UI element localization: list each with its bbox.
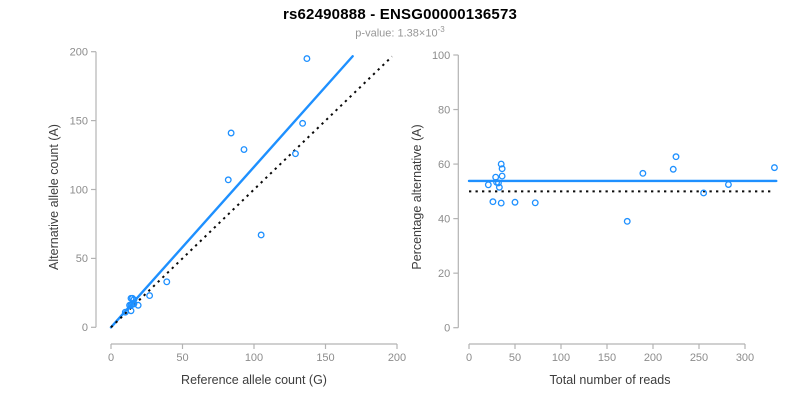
x-tick-label: 250	[690, 352, 708, 364]
data-point	[495, 183, 503, 191]
x-tick-label: 200	[644, 352, 662, 364]
x-tick-label: 0	[466, 352, 472, 364]
data-point	[672, 153, 680, 161]
data-point	[700, 189, 708, 197]
left-plot-y-axis-title: Alternative allele count (A)	[47, 124, 61, 270]
allele-counts-plot: 0 50 100 150 200 0 50 100 150 200	[70, 47, 407, 365]
data-point	[494, 179, 502, 187]
data-point	[303, 55, 311, 63]
y-tick-label: 200	[70, 47, 88, 59]
data-point	[128, 294, 136, 302]
data-point	[484, 181, 492, 189]
data-point	[224, 176, 232, 184]
x-tick-label: 100	[245, 352, 263, 364]
y-tick-label: 60	[438, 159, 450, 171]
data-point	[531, 199, 539, 207]
fit-line	[109, 55, 354, 329]
data-point	[489, 198, 497, 206]
data-point	[146, 292, 154, 300]
x-tick-label: 150	[598, 352, 616, 364]
right-plot-y-axis-title: Percentage alternative (A)	[410, 124, 424, 270]
y-tick-label: 100	[70, 184, 88, 196]
data-point	[498, 165, 506, 173]
y-tick-label: 0	[82, 322, 88, 334]
y-tick-label: 0	[444, 323, 450, 335]
data-point	[639, 169, 647, 177]
x-tick-label: 150	[316, 352, 334, 364]
data-point	[163, 278, 171, 286]
left-plot-x-axis-title: Reference allele count (G)	[181, 373, 327, 387]
data-point	[497, 160, 505, 168]
y-tick-label: 150	[70, 115, 88, 127]
data-point	[497, 199, 505, 207]
x-tick-label: 50	[509, 352, 521, 364]
data-point	[669, 165, 677, 173]
y-tick-label: 80	[438, 104, 450, 116]
data-point	[227, 129, 235, 137]
right-plot-x-axis-title: Total number of reads	[549, 373, 671, 387]
y-tick-label: 50	[76, 253, 88, 265]
data-point	[511, 198, 519, 206]
x-tick-label: 100	[552, 352, 570, 364]
y-tick-label: 40	[438, 213, 450, 225]
p-value-text: p-value: 1.38×10	[355, 27, 438, 40]
p-value-subtitle: p-value: 1.38×10-3	[0, 25, 800, 40]
x-tick-label: 0	[108, 352, 114, 364]
data-point	[292, 150, 299, 158]
percentage-alternative-plot: 0 20 40 60 80 100 0 50 100 150 200 250 300	[432, 50, 778, 364]
data-point	[299, 119, 307, 127]
data-point	[623, 217, 631, 225]
p-value-exponent: -3	[437, 25, 445, 34]
data-point	[134, 301, 142, 309]
figure-title: rs62490888 - ENSG00000136573	[282, 6, 518, 23]
data-point	[770, 164, 778, 172]
x-tick-label: 300	[736, 352, 754, 364]
data-point	[240, 146, 248, 153]
data-point	[130, 296, 138, 304]
x-tick-label: 50	[176, 352, 188, 364]
data-point	[257, 231, 265, 239]
y-tick-label: 100	[432, 50, 450, 62]
x-tick-label: 200	[388, 352, 406, 364]
y-tick-label: 20	[438, 268, 450, 280]
data-point	[498, 172, 506, 180]
data-point	[724, 181, 732, 188]
identity-line	[110, 55, 393, 329]
